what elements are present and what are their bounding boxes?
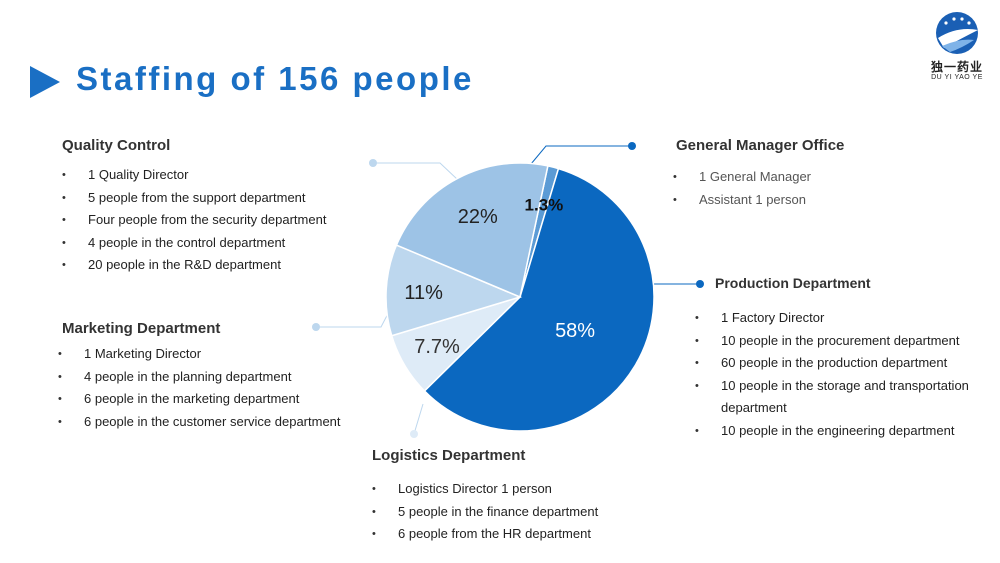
list-item: 6 people in the marketing department: [58, 388, 382, 411]
list-item: 20 people in the R&D department: [62, 254, 382, 277]
list-item: Four people from the security department: [62, 209, 382, 232]
title-arrow-icon: [30, 66, 60, 98]
logistics-section: Logistics Department Logistics Director …: [372, 447, 692, 546]
list-item: 6 people from the HR department: [372, 523, 692, 546]
leader-line-quality: [373, 162, 459, 181]
leader-dot-general-manager: [628, 142, 636, 150]
quality-control-heading: Quality Control: [62, 137, 171, 154]
list-item: 4 people in the control department: [62, 232, 382, 255]
list-item: 4 people in the planning department: [58, 366, 382, 389]
pie-slice-label: 7.7%: [414, 336, 460, 358]
page-title: Staffing of 156 people: [76, 60, 474, 97]
company-logo-icon: [936, 12, 978, 54]
pie-slice: [385, 244, 523, 337]
leader-dot-marketing: [312, 323, 320, 331]
general-manager-section: General Manager Office 1 General Manager…: [673, 137, 976, 211]
list-item: 6 people in the customer service departm…: [58, 411, 382, 434]
list-item: Logistics Director 1 person: [372, 478, 692, 501]
marketing-section: Marketing Department 1 Marketing Directo…: [58, 320, 382, 433]
production-heading: Production Department: [715, 275, 871, 291]
quality-control-list: 1 Quality Director 5 people from the sup…: [62, 164, 382, 277]
logistics-list: Logistics Director 1 person 5 people in …: [372, 478, 692, 546]
logo-name-cn: 独一药业: [930, 60, 983, 74]
list-item: 5 people in the finance department: [372, 501, 692, 524]
logistics-heading: Logistics Department: [372, 447, 526, 464]
list-item: 60 people in the production department: [695, 352, 995, 375]
logo-name-en: DU YI YAO YE: [931, 74, 983, 81]
pie-slice-label: 1.3%: [525, 196, 564, 215]
production-list: 1 Factory Director 10 people in the proc…: [695, 307, 995, 442]
marketing-heading: Marketing Department: [62, 320, 221, 337]
general-manager-heading: General Manager Office: [676, 137, 845, 154]
pie-slice-label: 22%: [458, 206, 498, 228]
pie-slice: [395, 162, 549, 299]
quality-control-section: Quality Control 1 Quality Director 5 peo…: [62, 137, 382, 277]
leader-line-logistics: [413, 403, 424, 435]
leader-dot-production: [696, 280, 704, 288]
pie-slice: [423, 167, 655, 432]
general-manager-list: 1 General Manager Assistant 1 person: [673, 166, 976, 211]
list-item: 1 Factory Director: [695, 307, 995, 330]
list-item: 1 Marketing Director: [58, 343, 382, 366]
list-item: 5 people from the support department: [62, 187, 382, 210]
list-item: 10 people in the procurement department: [695, 330, 995, 353]
pie-slice-label: 11%: [404, 282, 443, 304]
production-section: Production Department 1 Factory Director…: [695, 275, 995, 442]
marketing-list: 1 Marketing Director 4 people in the pla…: [58, 343, 382, 433]
company-logo: 独一药业 DU YI YAO YE: [922, 8, 992, 88]
list-item: Assistant 1 person: [673, 189, 976, 212]
list-item: 1 General Manager: [673, 166, 976, 189]
list-item: 1 Quality Director: [62, 164, 382, 187]
list-item: 10 people in the storage and transportat…: [695, 375, 995, 420]
list-item: 10 people in the engineering department: [695, 420, 995, 443]
leader-line-general-manager: [530, 145, 632, 165]
pie-slice-label: 58%: [555, 320, 595, 342]
leader-dot-logistics: [410, 430, 418, 438]
